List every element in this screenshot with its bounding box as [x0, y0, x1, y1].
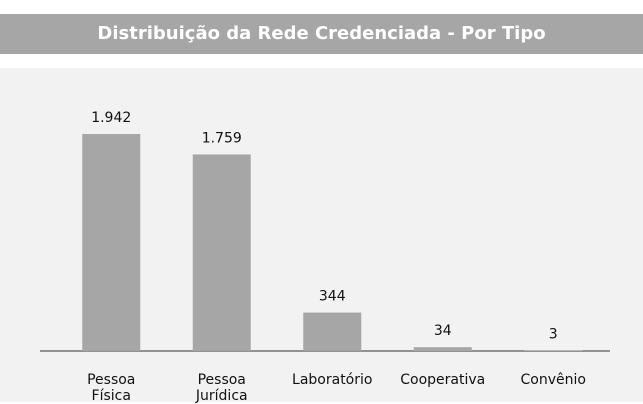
chart-title: Distribuição da Rede Credenciada - Por T… [0, 14, 643, 54]
x-tick-label: Convênio [498, 372, 608, 388]
bar [82, 134, 140, 351]
x-tick-label: Pessoa Física [81, 372, 141, 404]
x-tick-label: Cooperativa [388, 372, 498, 388]
value-label: 1.942 [91, 110, 131, 126]
value-label: 1.759 [202, 130, 242, 146]
value-label: 344 [319, 289, 346, 305]
value-label: 3 [549, 327, 558, 343]
value-label: 34 [434, 323, 452, 339]
chart: 1.942 1.759 344 34 3 [0, 68, 643, 402]
bar [303, 313, 361, 351]
x-tick-label: Laboratório [277, 372, 387, 388]
chart-area: 1.942 1.759 344 34 3 Pessoa Física Pessoa Jur… [0, 68, 643, 402]
bar [414, 347, 472, 351]
x-tick-label: Pessoa Jurídica [192, 372, 252, 404]
bar [193, 154, 251, 351]
